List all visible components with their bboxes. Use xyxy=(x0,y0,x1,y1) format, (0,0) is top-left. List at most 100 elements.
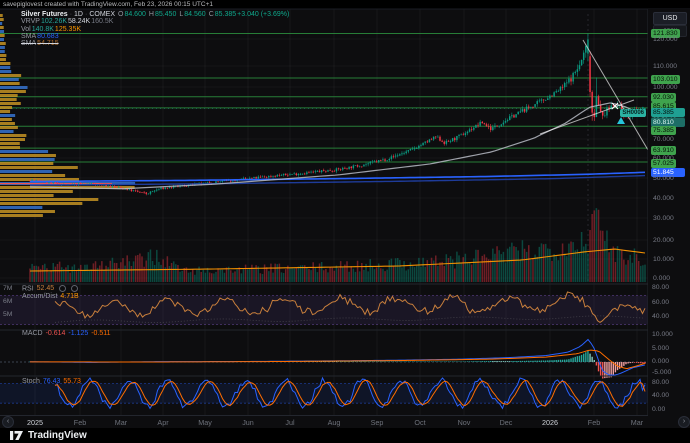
price-axis-label: 63.910 xyxy=(651,146,676,155)
indicator-name: VRVP xyxy=(21,18,40,26)
price-axis-label: 120.000 xyxy=(653,36,678,43)
stoch-d-value: 55.73 xyxy=(63,378,81,385)
pane-axis-label: 0.00 xyxy=(652,406,666,413)
exchange-label: COMEX xyxy=(89,11,115,18)
symbol-name[interactable]: Silver Futures xyxy=(21,11,68,18)
price-axis-label: 20.000 xyxy=(653,237,674,244)
price-axis-label: 80.810 xyxy=(651,118,685,127)
indicator-value: 102.26K xyxy=(40,18,68,26)
caption-bar: savepiglovest created with TradingView.c… xyxy=(0,0,690,9)
indicator-value: 54.715 xyxy=(37,40,59,48)
price-axis-label: 103.010 xyxy=(651,75,680,84)
eye-icon[interactable] xyxy=(59,285,67,292)
main-legend: Silver Futures · 1D · COMEX O84.600 H85.450 L84… xyxy=(21,11,289,47)
indicator-name: SMA xyxy=(21,40,37,48)
price-axis-label: 50.000 xyxy=(653,175,674,182)
pane-axis-label: 80.00 xyxy=(652,379,670,386)
tradingview-logo-text: TradingView xyxy=(28,430,87,441)
price-axis-label: 92.030 xyxy=(651,93,676,102)
indicator-legend-rows: VRVP102.26K58.24K160.5K Vol140.8K125.35K S… xyxy=(21,18,289,47)
pane-axis-label: -5.000 xyxy=(652,369,672,376)
interval-label[interactable]: 1D xyxy=(74,11,83,18)
scroll-left-button[interactable]: ‹ xyxy=(2,416,14,428)
time-axis-label: Apr xyxy=(157,418,169,427)
accum-dist-legend[interactable]: Accum/Dist 4.71B xyxy=(22,293,79,300)
time-axis-label: Jul xyxy=(285,418,295,427)
rsi-legend[interactable]: RSI 52.45 xyxy=(22,285,79,293)
time-axis-label: Aug xyxy=(327,418,341,427)
time-axis[interactable]: 2025 Feb Mar Apr May Jun Jul Aug Sep Oct Nov Dec 202… xyxy=(0,415,648,429)
pane-axis-label: 60.00 xyxy=(652,299,670,306)
price-axis-label: 121.830 xyxy=(651,29,680,38)
macd-line-value: -1.125 xyxy=(68,330,89,337)
time-axis-label: 2026 xyxy=(542,418,558,427)
tradingview-logo[interactable]: TradingView xyxy=(10,430,87,441)
indicator-legend-row[interactable]: SMA54.715 xyxy=(21,40,289,47)
time-axis-label: Jun xyxy=(242,418,254,427)
price-axis-label: 100.000 xyxy=(653,84,678,91)
accum-dist-value: 4.71B xyxy=(60,293,79,300)
pane-axis-label: 40.00 xyxy=(652,313,670,320)
price-axis-label: 40.000 xyxy=(653,195,674,202)
position-tag[interactable]: SH0006 xyxy=(620,109,646,117)
pane-axis-label: 5.000 xyxy=(652,345,670,352)
indicator-value: 125.35K xyxy=(54,25,82,33)
price-axis-label: 75.385 xyxy=(651,126,676,135)
rsi-value: 52.45 xyxy=(36,285,55,293)
price-axis-label: 51.845 xyxy=(651,168,685,177)
price-axis-label: 0.000 xyxy=(653,275,671,282)
indicator-value: 160.5K xyxy=(91,18,114,26)
change-value: +3.040 (+3.69%) xyxy=(237,11,290,18)
macd-hist-value: -0.614 xyxy=(45,330,66,337)
indicator-name: Vol xyxy=(21,25,31,33)
time-axis-label: Feb xyxy=(587,418,601,427)
pane-axis-label: 40.00 xyxy=(652,392,670,399)
price-axis-label: 85.615 xyxy=(651,102,676,111)
indicator-legend-row[interactable]: Vol140.8K125.35K xyxy=(21,26,289,33)
indicator-legend-row[interactable]: SMA80.683 xyxy=(21,33,289,40)
stoch-k-value: 76.43 xyxy=(42,378,61,385)
currency-selector[interactable]: USD xyxy=(653,12,687,25)
time-axis-label: Mar xyxy=(630,418,644,427)
price-axis[interactable]: USD apex 23:56:10 121.830120.000110.0001… xyxy=(648,9,690,428)
price-axis-label: 60.000 xyxy=(651,154,676,163)
tradingview-logo-icon xyxy=(10,431,23,440)
left-scale-label: 7M xyxy=(3,285,13,292)
indicator-name: SMA xyxy=(21,32,37,40)
price-axis-label: 110.000 xyxy=(653,63,678,70)
price-axis-label: 85.385 xyxy=(651,108,685,117)
close-value: 85.385 xyxy=(214,11,237,18)
pane-axis-label: 10.000 xyxy=(652,331,673,338)
indicator-value: 58.24K xyxy=(68,18,91,26)
price-axis-label: 57.025 xyxy=(651,159,676,168)
time-axis-label: Nov xyxy=(457,418,471,427)
caption-text: savepiglovest created with TradingView.c… xyxy=(3,1,213,8)
pane-axis-label: 0.000 xyxy=(652,358,670,365)
high-value: 85.450 xyxy=(154,11,177,18)
macd-signal-value: -0.511 xyxy=(91,330,111,337)
time-axis-label: May xyxy=(198,418,212,427)
left-scale-label: 6M xyxy=(3,298,13,305)
indicator-legend-row[interactable]: VRVP102.26K58.24K160.5K xyxy=(21,18,289,25)
time-axis-label: Oct xyxy=(414,418,426,427)
time-axis-label: Dec xyxy=(499,418,513,427)
indicator-value: 140.8K xyxy=(31,25,54,33)
time-axis-label: Feb xyxy=(73,418,87,427)
left-scale-label: 5M xyxy=(3,311,13,318)
price-axis-label: 70.000 xyxy=(653,136,674,143)
macd-legend[interactable]: MACD -0.614 -1.125 -0.511 xyxy=(22,330,111,337)
indicator-value: 80.683 xyxy=(37,32,59,40)
footer-bar: TradingView xyxy=(0,428,690,443)
low-value: 84.560 xyxy=(184,11,206,18)
pane-axis-label: 80.00 xyxy=(652,284,670,291)
stoch-legend[interactable]: Stoch 76.43 55.73 xyxy=(22,378,81,385)
open-value: 84.600 xyxy=(124,11,146,18)
symbol-legend-row[interactable]: Silver Futures · 1D · COMEX O84.600 H85.450 L84… xyxy=(21,11,290,18)
more-icon[interactable] xyxy=(71,285,79,292)
time-axis-label: 2025 xyxy=(27,418,43,427)
scroll-right-button[interactable]: › xyxy=(678,416,690,428)
price-axis-label: 10.000 xyxy=(653,256,674,263)
time-axis-label: Mar xyxy=(114,418,128,427)
